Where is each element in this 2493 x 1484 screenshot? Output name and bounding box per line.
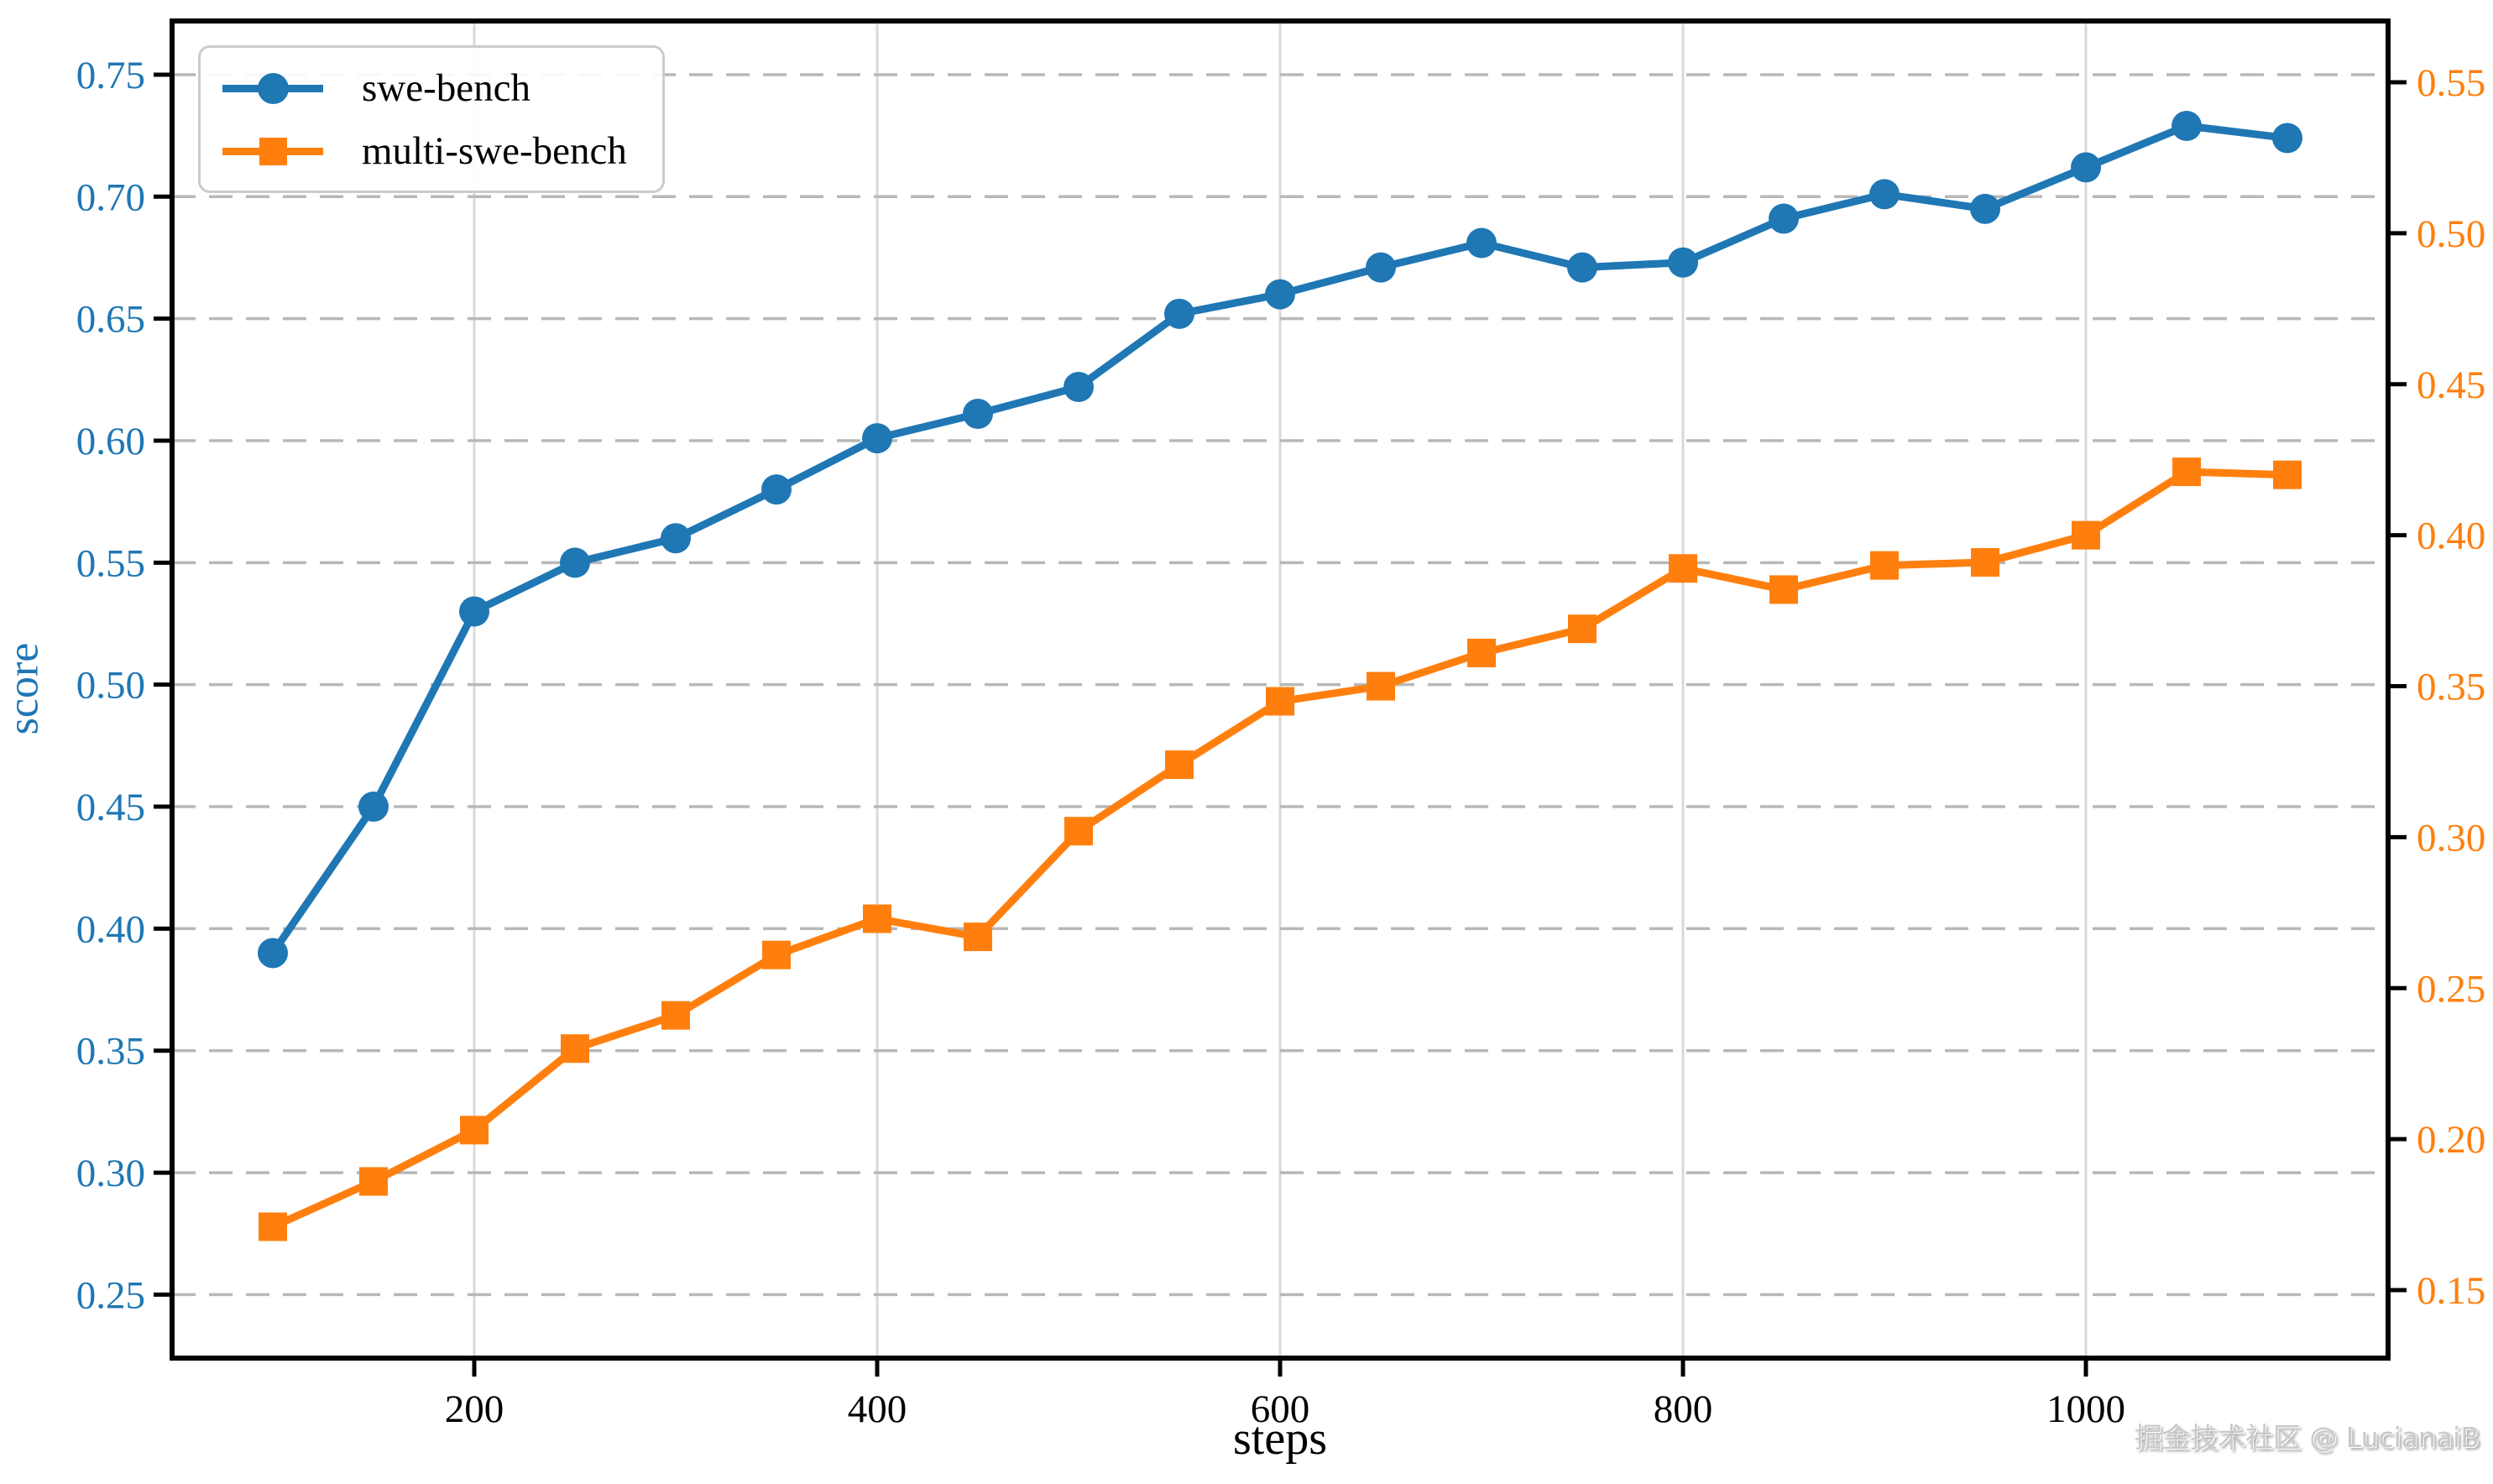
y-tick-label-right: 0.35 [2417, 666, 2485, 709]
data-point-multi-swe-bench-700 [1467, 638, 1496, 667]
data-point-swe-bench-900 [1869, 179, 1900, 210]
data-point-swe-bench-500 [1064, 372, 1094, 403]
y-tick-label-left: 0.60 [76, 420, 145, 463]
data-point-multi-swe-bench-500 [1064, 817, 1093, 846]
y-tick-label-left: 0.55 [76, 541, 145, 585]
legend-label-swe-bench: swe-bench [362, 65, 530, 110]
y-tick-label-left: 0.50 [76, 664, 145, 708]
y-tick-label-right: 0.50 [2417, 212, 2485, 256]
x-tick-label: 1000 [2046, 1387, 2125, 1431]
data-point-swe-bench-850 [1769, 203, 1799, 234]
x-axis-label: steps [1233, 1413, 1327, 1465]
y-tick-label-right: 0.25 [2417, 967, 2485, 1011]
data-point-swe-bench-1050 [2172, 110, 2202, 141]
x-tick-label: 600 [1251, 1387, 1310, 1431]
data-point-swe-bench-950 [1970, 193, 2000, 224]
data-point-swe-bench-250 [560, 547, 590, 578]
legend-label-multi-swe-bench: multi-swe-bench [362, 128, 627, 173]
data-point-multi-swe-bench-600 [1266, 687, 1294, 716]
y-tick-label-right: 0.30 [2417, 816, 2485, 860]
data-point-multi-swe-bench-550 [1165, 750, 1194, 780]
y-tick-label-left: 0.35 [76, 1030, 145, 1074]
data-point-swe-bench-450 [963, 399, 993, 430]
data-point-swe-bench-200 [459, 596, 489, 627]
y-tick-label-right: 0.55 [2417, 61, 2485, 105]
legend-item-swe-bench: swe-bench [222, 59, 640, 118]
data-point-swe-bench-100 [258, 938, 288, 969]
data-point-swe-bench-700 [1466, 227, 1497, 259]
data-point-swe-bench-1100 [2272, 123, 2302, 154]
y-tick-label-left: 0.40 [76, 907, 145, 951]
data-point-swe-bench-350 [761, 474, 792, 505]
y-tick-label-right: 0.15 [2417, 1269, 2485, 1313]
data-point-multi-swe-bench-1100 [2273, 460, 2302, 489]
data-point-multi-swe-bench-650 [1367, 671, 1395, 701]
data-point-multi-swe-bench-100 [259, 1212, 287, 1241]
y-tick-label-right: 0.45 [2417, 363, 2485, 407]
data-point-swe-bench-650 [1366, 252, 1396, 283]
data-point-swe-bench-400 [862, 423, 892, 454]
data-point-swe-bench-600 [1265, 279, 1295, 310]
x-tick-label: 800 [1654, 1387, 1713, 1431]
x-tick-label: 400 [848, 1387, 907, 1431]
data-point-multi-swe-bench-850 [1769, 575, 1798, 604]
data-point-multi-swe-bench-1050 [2172, 457, 2201, 487]
y-tick-label-left: 0.25 [76, 1273, 145, 1317]
x-tick-label: 200 [445, 1387, 504, 1431]
y-tick-label-left: 0.30 [76, 1152, 145, 1195]
data-point-multi-swe-bench-950 [1971, 548, 1999, 577]
data-point-multi-swe-bench-800 [1669, 554, 1697, 583]
y-tick-label-left: 0.65 [76, 298, 145, 342]
y-tick-label-left: 0.45 [76, 786, 145, 829]
swe-bench-line-marker-icon [222, 71, 323, 105]
data-point-multi-swe-bench-1000 [2072, 520, 2100, 550]
y-tick-label-right: 0.40 [2417, 515, 2485, 558]
data-point-multi-swe-bench-400 [863, 904, 891, 933]
watermark: 掘金技术社区 @ LucianaiB [2134, 1421, 2480, 1454]
legend-item-multi-swe-bench: multi-swe-bench [222, 122, 640, 180]
multi-swe-bench-line-marker-icon [222, 134, 323, 168]
data-point-swe-bench-150 [358, 792, 389, 823]
data-point-swe-bench-1000 [2071, 152, 2101, 183]
data-point-multi-swe-bench-900 [1870, 551, 1899, 580]
data-point-swe-bench-300 [661, 523, 691, 554]
data-point-multi-swe-bench-200 [460, 1116, 489, 1145]
data-point-swe-bench-800 [1668, 247, 1698, 278]
y-tick-label-left: 0.70 [76, 175, 145, 219]
data-point-multi-swe-bench-300 [661, 1001, 690, 1030]
y-tick-label-right: 0.20 [2417, 1118, 2485, 1162]
y-tick-label-left: 0.75 [76, 54, 145, 97]
data-point-swe-bench-750 [1567, 252, 1597, 283]
data-point-multi-swe-bench-750 [1568, 614, 1597, 644]
legend: swe-bench multi-swe-bench [198, 45, 665, 193]
data-point-multi-swe-bench-350 [762, 940, 791, 969]
data-point-multi-swe-bench-250 [561, 1034, 589, 1063]
data-point-multi-swe-bench-150 [359, 1167, 388, 1196]
y-axis-label-left: score [0, 642, 48, 735]
data-point-swe-bench-550 [1164, 298, 1194, 329]
data-point-multi-swe-bench-450 [964, 922, 992, 952]
